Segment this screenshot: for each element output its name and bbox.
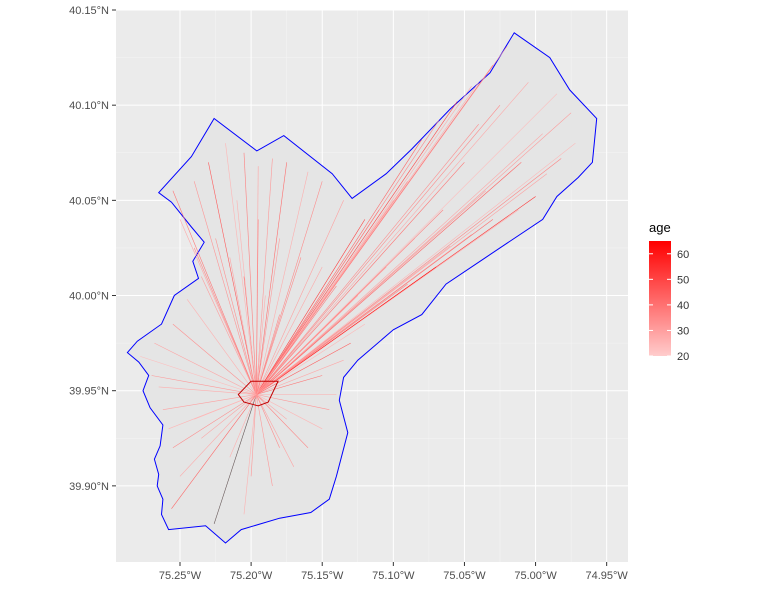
flow-line [256,302,380,395]
flow-line [256,133,543,395]
flow-line [179,219,257,395]
flow-line [256,158,273,395]
flow-line [194,394,257,420]
y-tick-label: 40.15°N [69,5,109,17]
y-tick-label: 40.10°N [69,100,109,112]
flow-lines [140,46,576,524]
flow-line [256,266,323,395]
flow-line [256,93,558,395]
flow-line [256,257,302,395]
flow-line [250,394,257,477]
flow-line [256,209,444,395]
x-axis: 75.25°W 75.20°W 75.15°W 75.10°W 75.05°W 75.00… [159,562,629,582]
flow-line [171,394,257,509]
flow-line [229,394,257,458]
flow-line [256,162,522,395]
flow-line [172,190,257,395]
flow-line [256,238,280,395]
y-tick-label: 40.05°N [69,195,109,207]
flow-line [256,124,479,395]
flow-line [256,181,323,395]
x-tick-label: 75.00°W [514,570,557,582]
hub-boundary [237,380,279,407]
flow-line [256,245,451,395]
flow-line [193,181,257,395]
flow-line [256,85,472,395]
x-tick-label: 75.05°W [443,570,486,582]
x-tick-label: 74.95°W [586,570,629,582]
flow-line [213,394,257,524]
flow-line [229,257,257,395]
city-boundary [126,32,598,544]
flow-line [256,394,280,448]
legend-tick-label: 20 [677,351,689,363]
flow-line [193,247,257,395]
flow-line [256,285,337,395]
flow-line [154,342,257,395]
legend-title: age [649,220,671,235]
flow-line [256,162,287,395]
flow-line [256,139,423,395]
flow-line [256,190,486,395]
flow-line [256,394,273,486]
flow-line [256,394,330,410]
flow-line [236,200,257,395]
flow-line [256,394,323,430]
flow-line [201,276,257,395]
flow-line [208,162,257,395]
y-tick-label: 39.90°N [69,481,109,493]
flow-line [256,342,351,395]
flow-line [256,375,323,395]
flow-line [256,162,465,395]
flow-line [215,238,257,395]
y-tick-label: 39.95°N [69,386,109,398]
legend-tick-label: 30 [677,325,689,337]
flow-line [256,219,366,395]
flow-line [256,323,366,395]
flow-line [172,323,257,395]
flow-line [256,209,380,395]
legend-tick-label: 60 [677,249,689,261]
x-tick-label: 75.15°W [301,570,344,582]
flow-line [201,394,257,439]
legend-colorbar [649,241,671,356]
x-tick-label: 75.10°W [372,570,415,582]
flow-line [256,394,295,467]
flow-line [256,394,287,420]
flow-line [172,394,257,449]
flow-line [256,266,437,395]
flow-line [140,356,257,395]
flow-line [256,105,501,395]
flow-line [186,299,257,395]
flow-line [256,82,529,395]
flow-line [243,394,257,515]
legend-ticks: 60 50 40 30 20 [649,249,689,363]
flow-line [256,359,344,395]
x-tick-label: 75.25°W [159,570,202,582]
flow-line [256,295,266,395]
flow-line [256,158,562,395]
y-axis: 40.15°N 40.10°N 40.05°N 40.00°N 39.95°N 39.90… [69,5,116,493]
flow-line [225,143,257,395]
y-tick-label: 40.00°N [69,291,109,303]
legend: age 60 50 40 30 20 [649,220,689,363]
legend-tick-label: 40 [677,300,689,312]
flow-line [243,152,257,395]
flow-line [256,219,259,395]
x-tick-label: 75.20°W [230,570,273,582]
flow-line [256,171,309,395]
flow-line [256,142,576,395]
flow-line [179,394,257,477]
flow-line [256,101,458,395]
flow-line [256,200,344,395]
legend-tick-label: 50 [677,274,689,286]
flow-line [151,375,257,395]
